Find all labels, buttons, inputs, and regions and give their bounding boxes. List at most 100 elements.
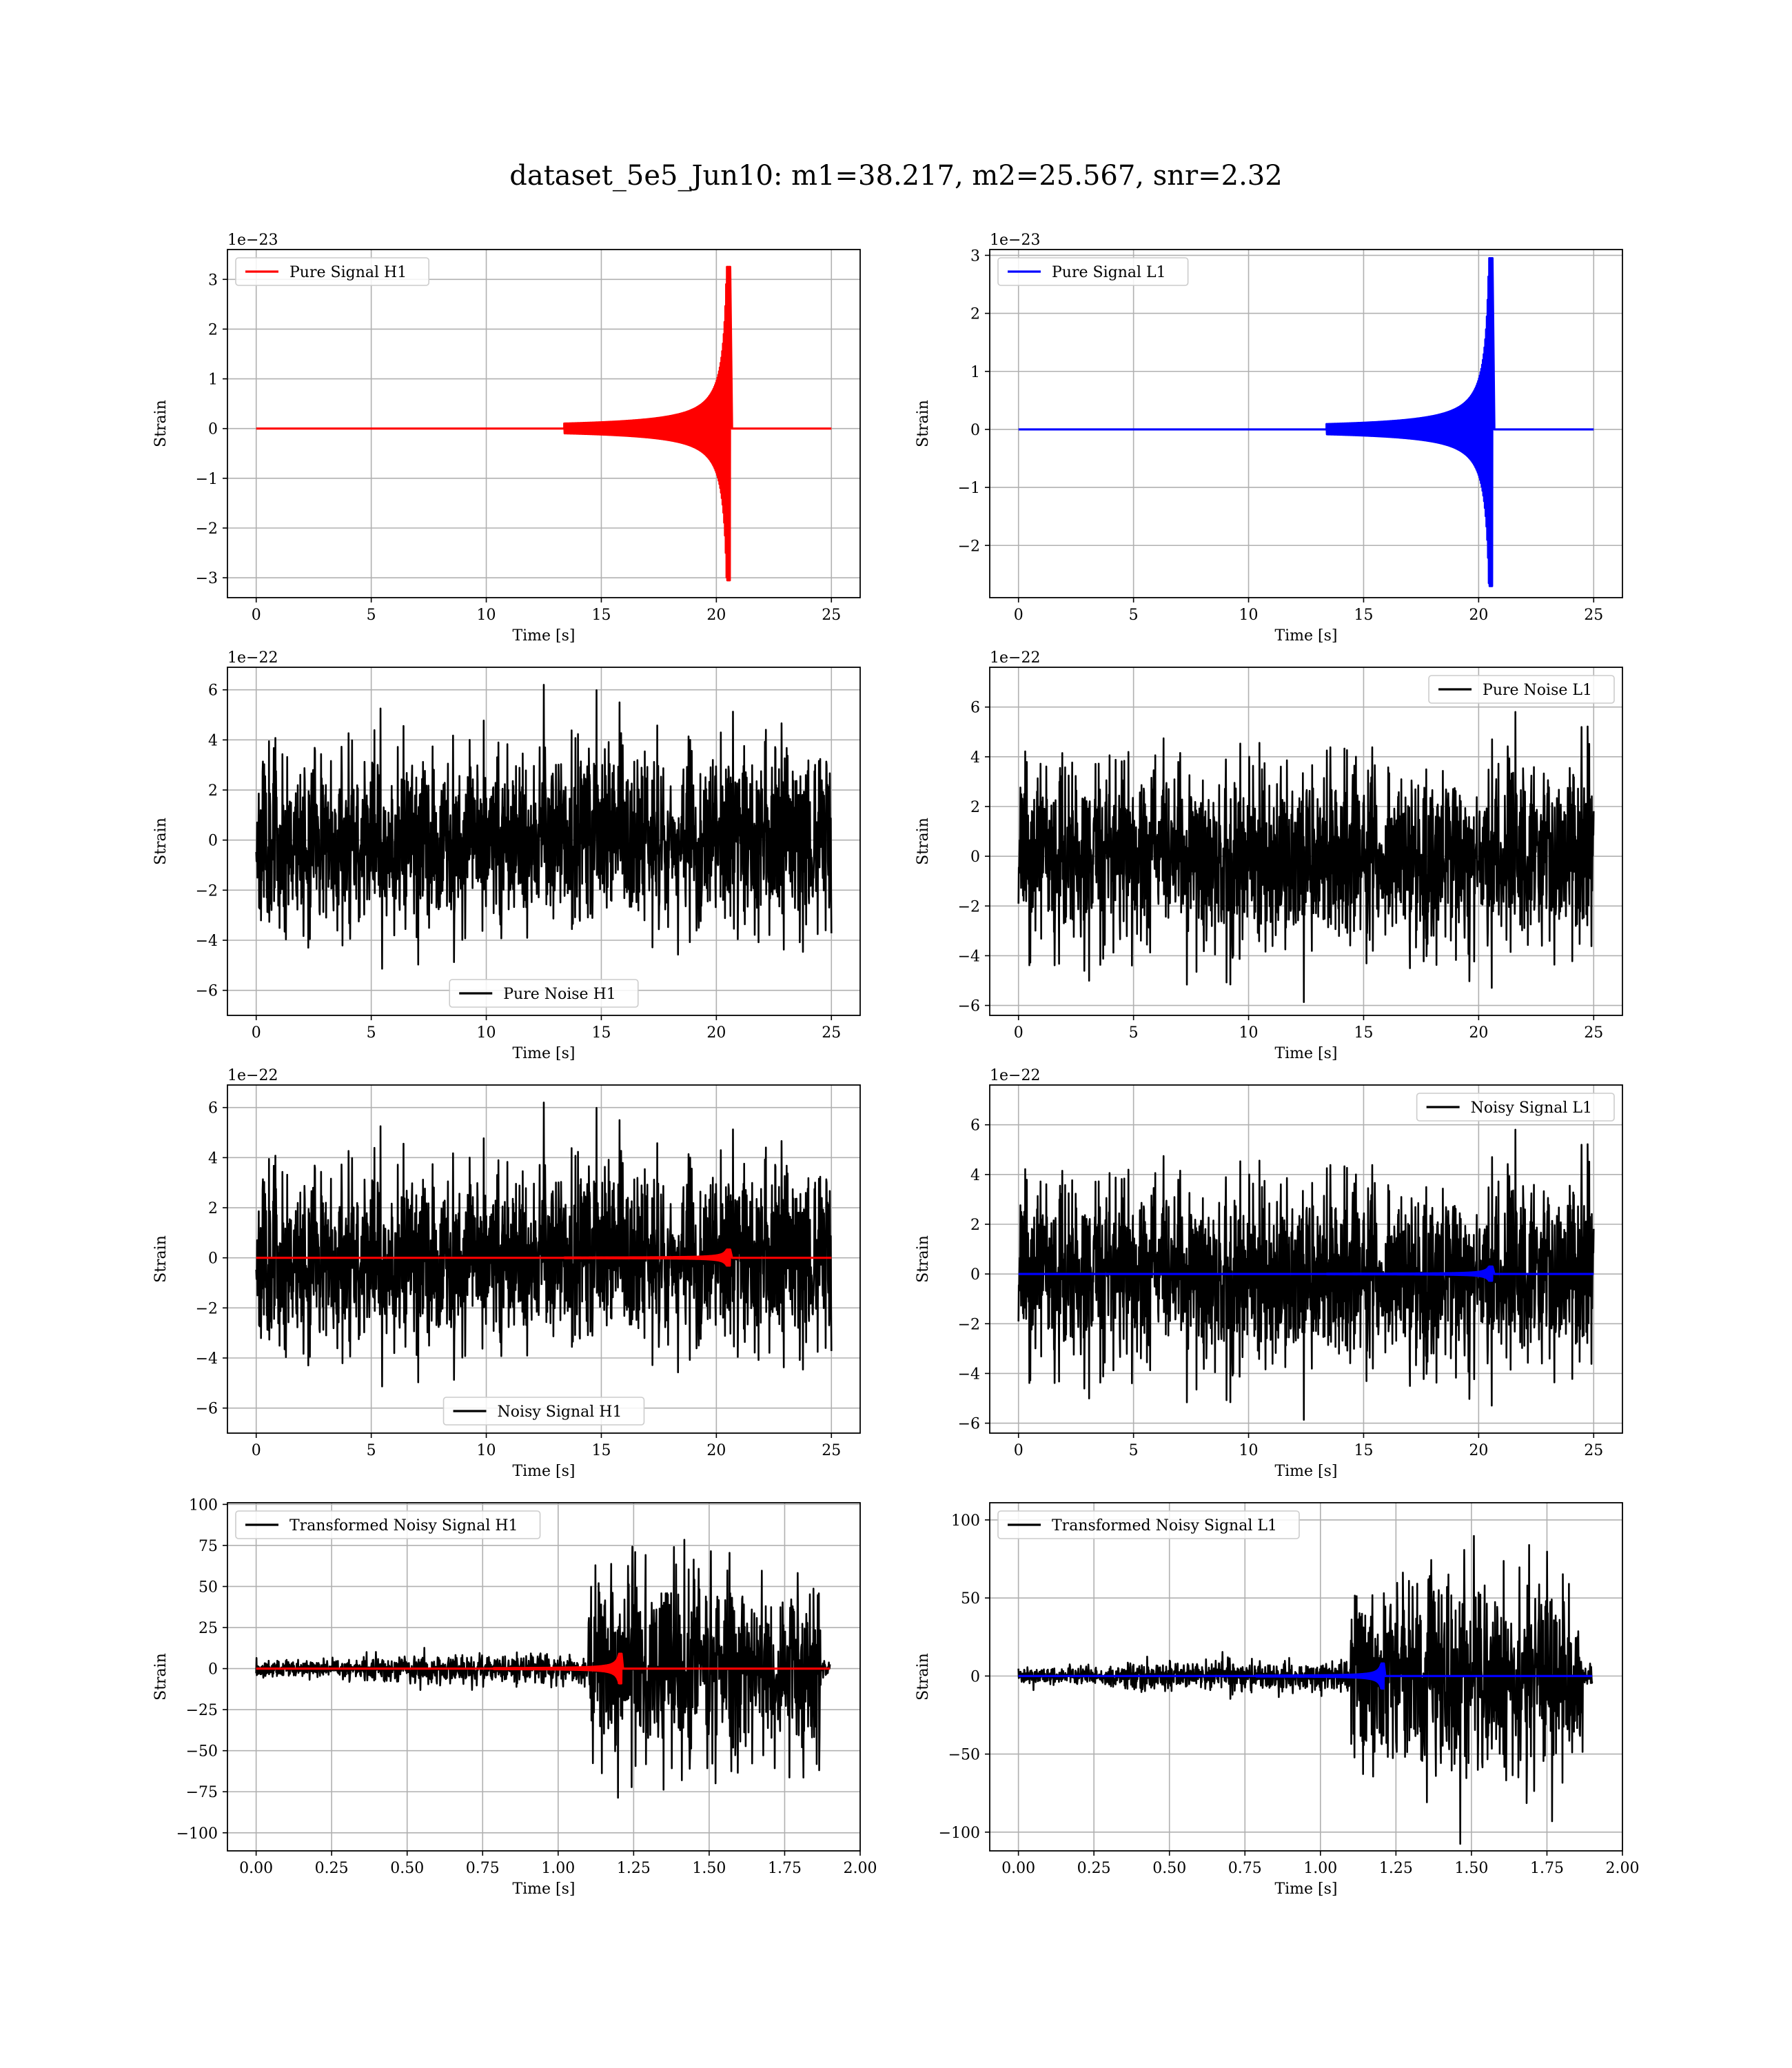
y-tick-label: −6 (196, 1401, 218, 1418)
legend-box (442, 1397, 645, 1426)
subplot-5: 0 5 10 15 20 25 −6 −4 −2 0 2 4 6 Time [s] Strain 1e−22 N… (152, 1067, 861, 1480)
x-axis-label: Time [s] (1274, 627, 1337, 645)
y-axis-label: Strain (152, 1235, 170, 1283)
series-line-1 (256, 265, 832, 582)
x-tick-label: 15 (591, 607, 611, 624)
x-tick-label: 1.25 (1379, 1860, 1413, 1877)
y-axis-label: Strain (152, 1653, 170, 1701)
y-tick-label: −2 (196, 882, 218, 900)
y-tick-label: 6 (208, 682, 218, 700)
x-tick-label: 0.75 (466, 1860, 500, 1877)
x-tick-label: 10 (1239, 607, 1259, 624)
series-layer (1018, 257, 1594, 587)
x-tick-label: 0.00 (1001, 1860, 1035, 1877)
x-tick-label: 5 (367, 607, 376, 624)
y-offset-label: 1e−22 (227, 649, 278, 667)
y-tick-label: 4 (970, 1167, 980, 1184)
y-axis-label: Strain (915, 400, 932, 447)
axes-frame (989, 667, 1623, 1016)
y-offset-label: 1e−22 (990, 649, 1040, 667)
x-tick-label: 5 (1129, 607, 1139, 624)
x-tick-label: 1.00 (1303, 1860, 1337, 1877)
x-tick-label: 5 (367, 1442, 376, 1459)
legend: Transformed Noisy Signal L1 (997, 1510, 1300, 1539)
x-tick-label: 25 (822, 1024, 841, 1042)
y-tick-label: 75 (198, 1538, 218, 1555)
y-tick-label: −2 (196, 520, 218, 538)
series-layer (255, 684, 833, 970)
y-tick-label: −50 (948, 1747, 980, 1764)
x-tick-label: 1.75 (1530, 1860, 1564, 1877)
y-tick-label: 1 (970, 364, 980, 381)
y-tick-label: 0 (970, 849, 980, 866)
x-tick-label: 25 (1584, 1024, 1603, 1042)
x-tick-label: 0 (1014, 1442, 1024, 1459)
series-line-2 (256, 1248, 832, 1267)
legend-box (1428, 675, 1615, 704)
y-tick-label: −3 (196, 570, 218, 587)
legend-box (997, 257, 1189, 286)
x-tick-label: 0 (1014, 1024, 1024, 1042)
series-layer (255, 1539, 831, 1799)
x-tick-label: 15 (1354, 1442, 1373, 1459)
legend-box (449, 979, 639, 1008)
y-tick-label: −2 (958, 1316, 980, 1333)
subplot-3: 0 5 10 15 20 25 −6 −4 −2 0 2 4 6 Time [s] Strain 1e−22 P… (152, 649, 861, 1062)
y-tick-label: 6 (970, 700, 980, 717)
y-tick-label: 0 (970, 422, 980, 439)
x-tick-label: 1.50 (692, 1860, 726, 1877)
y-tick-label: 0 (208, 1661, 218, 1679)
subplot-4: 0 5 10 15 20 25 −6 −4 −2 0 2 4 6 Time [s] Strain 1e−22 P… (915, 649, 1623, 1062)
y-offset-label: 1e−22 (227, 1067, 278, 1084)
legend-box (235, 257, 430, 286)
x-tick-label: 5 (367, 1024, 376, 1042)
legend-box (1416, 1093, 1615, 1122)
x-tick-label: 15 (591, 1024, 611, 1042)
legend-box (997, 1510, 1300, 1539)
subplot-7: 0.00 0.25 0.50 0.75 1.00 1.25 1.50 1.75 2.00 −100… (152, 1497, 877, 1898)
x-tick-label: 20 (1469, 1442, 1488, 1459)
x-tick-label: 0.50 (390, 1860, 424, 1877)
y-tick-label: 100 (189, 1497, 218, 1514)
y-tick-label: 50 (198, 1579, 218, 1596)
legend-entry: Pure Noise H1 (503, 986, 616, 1003)
x-tick-label: 0 (1014, 607, 1024, 624)
axes-frame (989, 1084, 1623, 1434)
x-tick-label: 0 (252, 1024, 261, 1042)
y-tick-label: 6 (208, 1100, 218, 1117)
plot-area (990, 250, 1622, 598)
series-layer (1017, 1128, 1595, 1421)
x-tick-label: 15 (1354, 1024, 1373, 1042)
axes-frame (227, 1502, 861, 1852)
y-tick-label: 0 (970, 1668, 980, 1685)
y-tick-label: 2 (970, 1217, 980, 1234)
legend: Transformed Noisy Signal H1 (235, 1510, 541, 1539)
x-tick-label: 25 (1584, 1442, 1603, 1459)
x-tick-label: 2.00 (844, 1860, 877, 1877)
legend-entry: Pure Signal L1 (1052, 264, 1166, 281)
x-tick-label: 1.00 (541, 1860, 575, 1877)
x-tick-label: 20 (706, 1024, 726, 1042)
y-tick-label: 0 (208, 833, 218, 850)
y-tick-label: 1 (208, 372, 218, 389)
x-tick-label: 0.50 (1152, 1860, 1186, 1877)
y-offset-label: 1e−23 (227, 232, 278, 249)
x-tick-label: 1.50 (1454, 1860, 1488, 1877)
series-layer (1017, 711, 1595, 1003)
x-tick-label: 25 (822, 607, 841, 624)
y-tick-label: −4 (196, 933, 218, 950)
y-tick-label: 2 (208, 321, 218, 338)
y-offset-label: 1e−22 (990, 1067, 1040, 1084)
legend-box (235, 1510, 541, 1539)
y-axis-label: Strain (915, 818, 932, 865)
series-line-1 (255, 1102, 833, 1388)
x-axis-label: Time [s] (1274, 1881, 1337, 1898)
legend-entry: Noisy Signal H1 (498, 1403, 622, 1421)
x-axis-label: Time [s] (1274, 1045, 1337, 1062)
x-tick-label: 1.75 (768, 1860, 802, 1877)
y-tick-label: 3 (970, 247, 980, 265)
x-tick-label: 0 (252, 607, 261, 624)
plot-area (227, 250, 860, 598)
x-tick-label: 0.75 (1228, 1860, 1262, 1877)
x-tick-label: 20 (1469, 1024, 1488, 1042)
